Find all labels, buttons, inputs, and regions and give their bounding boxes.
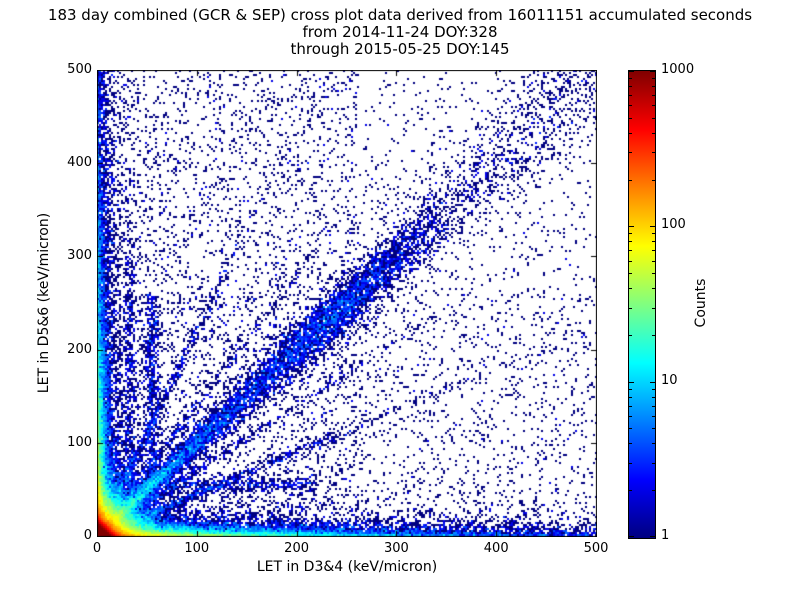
colorbar-tick: [652, 490, 655, 491]
colorbar-tick: [652, 118, 655, 119]
colorbar-tick: [629, 78, 632, 79]
colorbar-tick: [629, 226, 634, 227]
colorbar: [628, 70, 656, 539]
colorbar-tick: [650, 71, 655, 72]
colorbar-tick: [629, 273, 632, 274]
colorbar-tick: [652, 428, 655, 429]
colorbar-tick: [652, 241, 655, 242]
colorbar-tick: [629, 490, 632, 491]
colorbar-tick: [629, 133, 632, 134]
x-tick-label: 400: [483, 541, 509, 556]
chart-title-line-1: 183 day combined (GCR & SEP) cross plot …: [47, 6, 753, 24]
colorbar-tick: [629, 428, 632, 429]
y-tick-label: 200: [67, 341, 92, 357]
colorbar-tick: [629, 180, 632, 181]
colorbar-tick: [652, 288, 655, 289]
colorbar-tick: [629, 288, 632, 289]
colorbar-tick: [629, 416, 632, 417]
colorbar-tick: [650, 226, 655, 227]
colorbar-tick: [652, 180, 655, 181]
colorbar-tick: [629, 443, 632, 444]
colorbar-tick: [652, 133, 655, 134]
y-axis-label: LET in D5&6 (keV/micron): [36, 212, 52, 394]
colorbar-tick: [629, 397, 632, 398]
colorbar-tick: [652, 406, 655, 407]
y-tick-label: 300: [67, 248, 92, 264]
colorbar-tick: [652, 233, 655, 234]
chart-title-line-3: through 2015-05-25 DOY:145: [290, 40, 510, 58]
colorbar-tick: [629, 105, 632, 106]
colorbar-tick: [652, 416, 655, 417]
colorbar-tick: [629, 335, 632, 336]
colorbar-tick: [652, 308, 655, 309]
colorbar-tick: [652, 250, 655, 251]
colorbar-tick: [650, 536, 655, 537]
colorbar-tick: [652, 463, 655, 464]
chart-title-line-2: from 2014-11-24 DOY:328: [302, 23, 498, 41]
colorbar-tick: [629, 250, 632, 251]
colorbar-tick: [652, 78, 655, 79]
colorbar-tick: [652, 443, 655, 444]
x-tick-label: 300: [383, 541, 409, 556]
scatter-plot-canvas: [97, 70, 597, 537]
colorbar-tick: [629, 261, 632, 262]
colorbar-label: Counts: [693, 278, 709, 328]
x-tick-label: 500: [583, 541, 609, 556]
colorbar-tick: [629, 241, 632, 242]
colorbar-tick: [650, 382, 655, 383]
colorbar-tick: [652, 86, 655, 87]
colorbar-tick: [629, 86, 632, 87]
x-tick-label: 0: [92, 541, 102, 556]
colorbar-tick: [629, 71, 634, 72]
colorbar-tick-label: 10: [661, 373, 678, 388]
colorbar-tick: [629, 95, 632, 96]
colorbar-tick: [652, 389, 655, 390]
colorbar-tick: [629, 389, 632, 390]
colorbar-tick: [629, 152, 632, 153]
colorbar-tick: [629, 382, 634, 383]
x-tick-label: 100: [184, 541, 210, 556]
colorbar-tick-label: 100: [661, 217, 686, 232]
colorbar-tick: [652, 261, 655, 262]
colorbar-tick: [652, 397, 655, 398]
colorbar-tick: [652, 273, 655, 274]
colorbar-tick: [652, 335, 655, 336]
colorbar-tick-label: 1000: [661, 62, 695, 77]
colorbar-tick: [629, 118, 632, 119]
x-tick-label: 200: [284, 541, 310, 556]
colorbar-tick: [652, 95, 655, 96]
y-tick-label: 100: [67, 434, 92, 450]
y-tick-label: 400: [67, 155, 92, 171]
colorbar-tick: [652, 105, 655, 106]
colorbar-tick: [629, 536, 634, 537]
y-tick-label: 500: [67, 62, 92, 77]
colorbar-tick: [652, 152, 655, 153]
y-tick-label: 0: [83, 528, 92, 543]
colorbar-tick: [629, 406, 632, 407]
colorbar-tick: [629, 463, 632, 464]
x-axis-label: LET in D3&4 (keV/micron): [256, 559, 438, 575]
colorbar-tick: [629, 233, 632, 234]
colorbar-tick-label: 1: [661, 528, 670, 543]
colorbar-tick: [629, 308, 632, 309]
